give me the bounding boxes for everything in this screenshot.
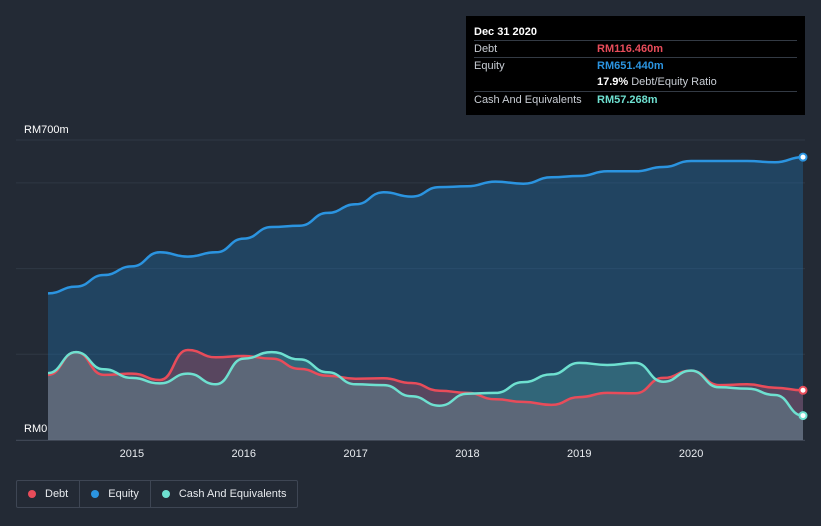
tooltip-debt-label: Debt bbox=[474, 43, 498, 55]
tooltip-ratio-spacer bbox=[474, 74, 597, 91]
series-areas bbox=[48, 157, 803, 440]
legend-label-debt: Debt bbox=[45, 488, 69, 500]
legend-item-cash[interactable]: Cash And Equivalents bbox=[151, 481, 298, 507]
plot-background bbox=[16, 140, 805, 440]
series-lines bbox=[47, 155, 804, 417]
legend-dot-equity bbox=[91, 490, 100, 498]
equity-end-marker bbox=[798, 152, 808, 162]
legend: Debt Equity Cash And Equivalents bbox=[16, 480, 299, 508]
series-end-markers bbox=[798, 152, 808, 421]
tooltip-row-debt: Debt RM116.460m bbox=[474, 40, 797, 57]
tooltip-debt-value: RM116.460m bbox=[597, 43, 664, 55]
legend-dot-cash bbox=[161, 490, 170, 498]
equity-line bbox=[47, 155, 804, 295]
debt-line bbox=[47, 348, 804, 407]
legend-item-debt[interactable]: Debt bbox=[17, 481, 81, 507]
grid bbox=[16, 139, 805, 441]
tooltip-ratio-value: 17.9% bbox=[597, 76, 629, 88]
x-tick-label-2017: 2017 bbox=[343, 448, 367, 460]
tooltip-ratio-label: Debt/Equity Ratio bbox=[631, 76, 717, 88]
tooltip-cash-label: Cash And Equivalents bbox=[474, 94, 582, 106]
y-axis: RM700m RM0 bbox=[24, 124, 69, 435]
legend-item-equity[interactable]: Equity bbox=[80, 481, 151, 507]
x-axis: 2015 2016 2017 2018 2019 2020 bbox=[120, 448, 704, 460]
debt-end-marker bbox=[798, 385, 808, 395]
tooltip-equity-value: RM651.440m bbox=[597, 60, 664, 72]
x-tick-label-2016: 2016 bbox=[231, 448, 255, 460]
tooltip-equity-label: Equity bbox=[474, 60, 505, 72]
x-tick-label-2018: 2018 bbox=[455, 448, 479, 460]
legend-label-cash: Cash And Equivalents bbox=[178, 488, 287, 500]
cash-line bbox=[47, 350, 804, 417]
cash-end-marker bbox=[798, 411, 808, 421]
tooltip-cash-value: RM57.268m bbox=[597, 94, 658, 106]
x-tick-label-2020: 2020 bbox=[679, 448, 703, 460]
cash-area bbox=[48, 352, 803, 440]
tooltip-panel: Dec 31 2020 Debt RM116.460m Equity RM651… bbox=[466, 16, 805, 115]
x-tick-label-2015: 2015 bbox=[120, 448, 144, 460]
equity-area bbox=[48, 157, 803, 440]
tooltip-row-equity: Equity RM651.440m bbox=[474, 57, 797, 74]
legend-label-equity: Equity bbox=[108, 488, 139, 500]
y-tick-label-bottom: RM0 bbox=[24, 423, 47, 435]
debt-area bbox=[48, 350, 803, 440]
tooltip-row-ratio: 17.9% Debt/Equity Ratio bbox=[474, 74, 797, 91]
tooltip-row-cash: Cash And Equivalents RM57.268m bbox=[474, 91, 797, 108]
tooltip-date: Dec 31 2020 bbox=[474, 26, 537, 38]
y-tick-label-top: RM700m bbox=[24, 124, 69, 136]
legend-dot-debt bbox=[28, 490, 36, 498]
x-tick-label-2019: 2019 bbox=[567, 448, 591, 460]
